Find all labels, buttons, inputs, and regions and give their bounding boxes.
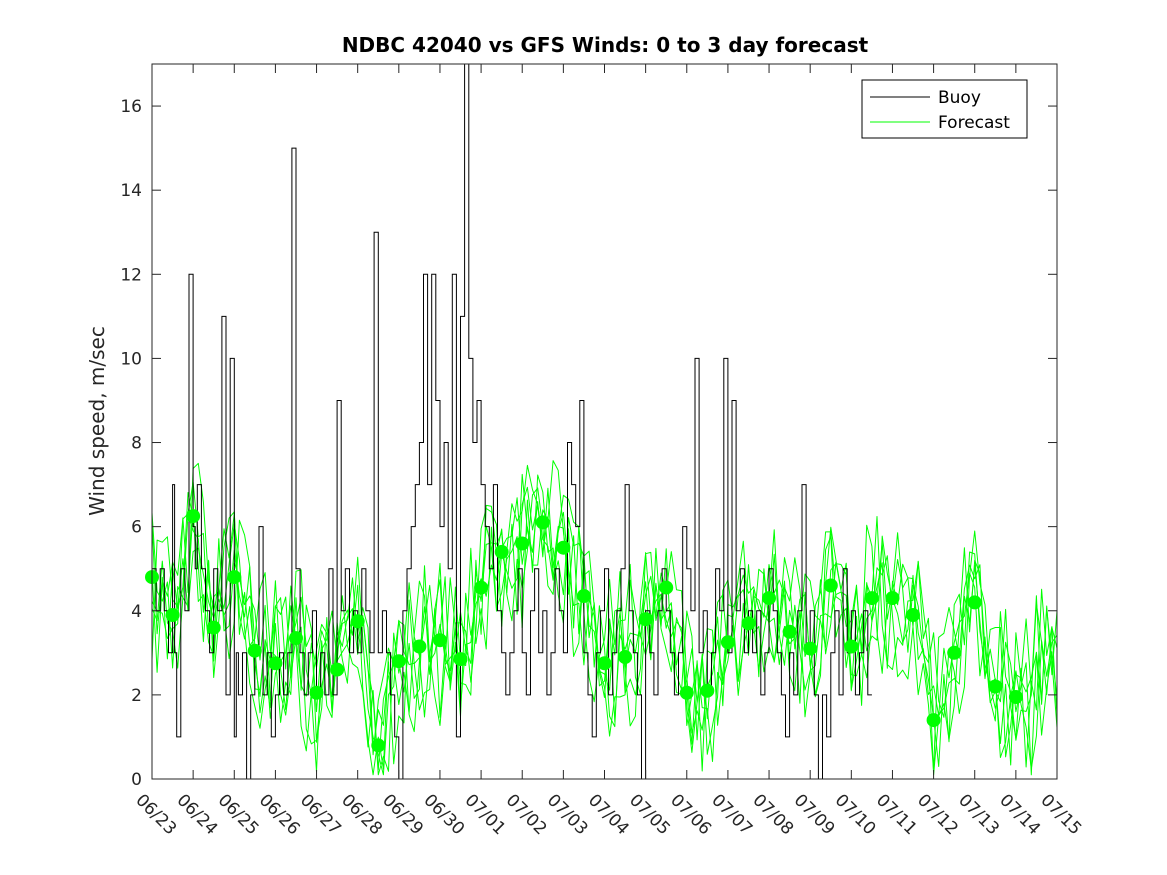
forecast-dot — [330, 662, 345, 677]
forecast-dot — [947, 645, 962, 660]
forecast-dot — [864, 591, 879, 606]
forecast-dot — [227, 570, 242, 585]
legend: Buoy Forecast — [861, 79, 1028, 139]
y-tick-label: 2 — [131, 686, 142, 706]
forecast-dot — [988, 679, 1003, 694]
forecast-dot — [906, 608, 920, 622]
forecast-dot — [247, 643, 262, 658]
forecast-dot — [618, 650, 633, 664]
forecast-dot — [803, 641, 818, 656]
forecast-dot — [515, 536, 530, 551]
y-tick-label: 4 — [131, 602, 142, 622]
y-tick-label: 14 — [120, 181, 142, 201]
plot-area: 024681012141606/2306/2406/2506/2606/2706… — [120, 63, 1085, 839]
forecast-dot — [206, 620, 221, 635]
legend-label: Buoy — [938, 88, 981, 108]
forecast-member-line — [152, 473, 1057, 776]
forecast-dot — [453, 652, 468, 667]
forecast-dot — [597, 656, 612, 671]
forecast-dot — [823, 578, 838, 593]
forecast-dot — [741, 616, 756, 631]
y-tick-label: 10 — [120, 349, 142, 369]
y-tick-label: 16 — [120, 97, 142, 117]
forecast-dot — [659, 580, 674, 595]
forecast-dot — [391, 654, 406, 669]
forecast-dot — [967, 595, 982, 610]
forecast-dot — [186, 509, 201, 524]
forecast-member-line — [152, 486, 1057, 765]
forecast-dot — [371, 738, 386, 753]
forecast-members — [152, 460, 1057, 776]
forecast-dot — [679, 685, 694, 700]
y-axis-label: Wind speed, m/sec — [85, 326, 109, 516]
y-tick-label: 6 — [131, 518, 142, 538]
forecast-dot — [412, 639, 427, 654]
y-tick-label: 12 — [120, 265, 142, 285]
forecast-dot — [782, 624, 797, 639]
chart-title: NDBC 42040 vs GFS Winds: 0 to 3 day fore… — [342, 33, 869, 57]
y-tick-label: 0 — [131, 770, 142, 790]
forecast-dot — [474, 580, 489, 595]
forecast-dot — [844, 639, 859, 654]
forecast-dot — [556, 540, 571, 555]
forecast-member-line — [152, 462, 1057, 776]
forecast-dot — [885, 591, 900, 606]
forecast-dot — [638, 612, 653, 627]
forecast-dot — [576, 589, 591, 603]
forecast-dots — [145, 509, 1023, 753]
forecast-dot — [700, 683, 715, 698]
forecast-dot — [762, 591, 776, 606]
forecast-dot — [926, 713, 941, 728]
forecast-dot — [494, 544, 509, 559]
forecast-dot — [165, 608, 180, 622]
forecast-dot — [268, 656, 283, 671]
forecast-dot — [1008, 690, 1023, 704]
forecast-dot — [350, 614, 365, 629]
legend-label: Forecast — [938, 113, 1010, 133]
forecast-dot — [289, 631, 303, 646]
legend-box — [861, 79, 1028, 139]
forecast-dot — [309, 685, 324, 700]
forecast-member-line — [152, 464, 1057, 776]
forecast-dot — [535, 515, 550, 530]
y-tick-label: 8 — [131, 434, 142, 454]
forecast-dot — [720, 635, 735, 650]
forecast-dot — [433, 633, 447, 648]
